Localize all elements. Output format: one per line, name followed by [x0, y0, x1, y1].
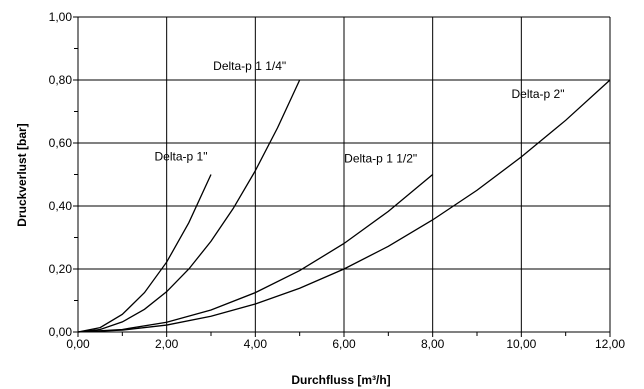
- x-tick-label: 6,00: [332, 337, 356, 351]
- x-tick-label: 0,00: [66, 337, 90, 351]
- series-line: [77, 174, 434, 333]
- y-tick-label: 0,40: [49, 199, 73, 213]
- series-label: Delta-p 1 1/4": [213, 59, 286, 73]
- series-line: [77, 79, 611, 333]
- y-tick-label: 1,00: [49, 10, 73, 24]
- x-tick-labels: 0,00 2,00 4,00 6,00 8,00 10,00 12,00: [66, 337, 625, 351]
- series-label: Delta-p 1 1/2": [344, 152, 417, 166]
- axes: [73, 16, 611, 337]
- x-tick-label: 2,00: [155, 337, 179, 351]
- y-tick-label: 0,80: [49, 73, 73, 87]
- y-tick-label: 0,20: [49, 262, 73, 276]
- y-axis-title: Druckverlust [bar]: [15, 123, 29, 226]
- x-tick-label: 8,00: [421, 337, 445, 351]
- y-tick-label: 0,00: [49, 325, 73, 339]
- x-axis-title: Durchfluss [m³/h]: [291, 373, 390, 387]
- series-line: [77, 79, 301, 333]
- series-labels: Delta-p 1" Delta-p 1 1/4" Delta-p 1 1/2" De…: [155, 59, 565, 166]
- series-label: Delta-p 2": [512, 87, 565, 101]
- y-tick-labels: 0,00 0,20 0,40 0,60 0,80 1,00: [49, 10, 73, 339]
- x-tick-label: 12,00: [595, 337, 625, 351]
- series-group: [77, 79, 611, 333]
- y-tick-label: 0,60: [49, 136, 73, 150]
- series-line: [77, 174, 212, 333]
- grid: [78, 16, 611, 332]
- x-tick-label: 10,00: [506, 337, 536, 351]
- series-label: Delta-p 1": [155, 150, 208, 164]
- x-tick-label: 4,00: [244, 337, 268, 351]
